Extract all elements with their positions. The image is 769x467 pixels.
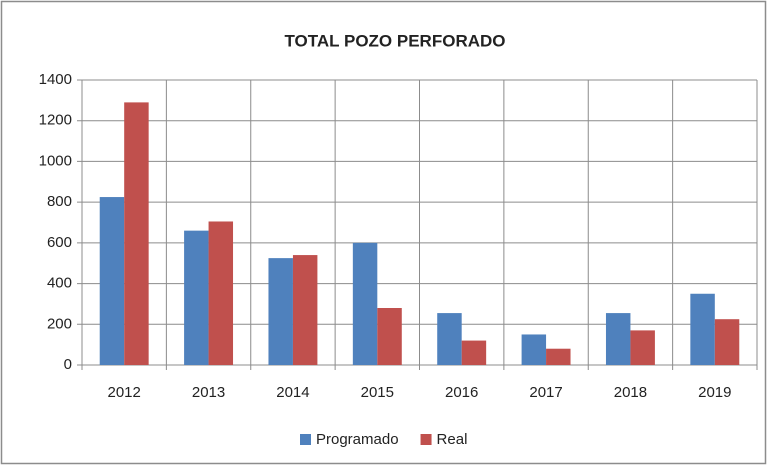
bar <box>99 197 125 365</box>
bar <box>268 258 293 365</box>
y-tick-label: 0 <box>64 356 72 373</box>
bar <box>377 308 402 365</box>
bar <box>461 340 487 365</box>
y-tick-label: 400 <box>47 275 72 292</box>
legend-swatch <box>300 434 311 445</box>
bar <box>521 334 547 365</box>
y-tick-label: 200 <box>47 315 72 332</box>
bar <box>292 255 318 365</box>
legend-label: Real <box>437 431 468 448</box>
y-tick-label: 1000 <box>39 152 72 169</box>
bar <box>630 330 655 365</box>
bar <box>184 230 209 365</box>
y-tick-label: 1200 <box>39 112 72 129</box>
legend-swatch <box>420 434 432 445</box>
bar <box>124 102 149 366</box>
x-tick-label: 2015 <box>361 384 394 401</box>
x-tick-label: 2014 <box>276 384 309 401</box>
bar <box>605 313 631 365</box>
bar <box>208 221 234 365</box>
x-tick-label: 2012 <box>108 384 141 401</box>
bar <box>690 293 715 365</box>
bar <box>546 348 571 365</box>
y-tick-label: 600 <box>47 234 72 251</box>
bar <box>714 319 740 365</box>
bar <box>437 313 462 365</box>
chart-title: TOTAL POZO PERFORADO <box>284 31 505 50</box>
bar <box>352 242 378 365</box>
legend-label: Programado <box>316 431 399 448</box>
x-tick-label: 2017 <box>529 384 562 401</box>
y-tick-label: 1400 <box>39 71 72 88</box>
y-tick-label: 800 <box>47 193 72 210</box>
x-tick-label: 2016 <box>445 384 478 401</box>
x-tick-label: 2018 <box>614 384 647 401</box>
x-tick-label: 2013 <box>192 384 225 401</box>
x-tick-label: 2019 <box>698 384 731 401</box>
